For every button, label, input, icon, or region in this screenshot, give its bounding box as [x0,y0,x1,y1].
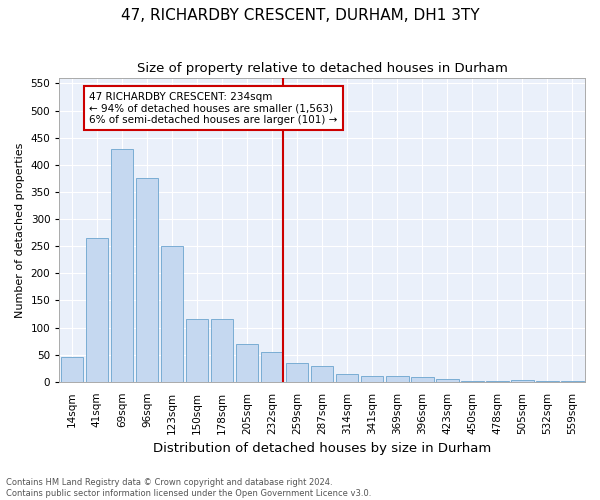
Bar [436,379,458,382]
Bar [336,374,358,382]
Bar [411,378,434,382]
Bar [236,344,259,382]
Bar [486,380,509,382]
Title: Size of property relative to detached houses in Durham: Size of property relative to detached ho… [137,62,508,76]
Bar [361,376,383,382]
Bar [286,363,308,382]
Bar [311,366,334,382]
Bar [86,238,108,382]
Bar [161,246,183,382]
Text: 47 RICHARDBY CRESCENT: 234sqm
← 94% of detached houses are smaller (1,563)
6% of: 47 RICHARDBY CRESCENT: 234sqm ← 94% of d… [89,92,338,125]
Y-axis label: Number of detached properties: Number of detached properties [15,142,25,318]
Bar [561,380,584,382]
Bar [511,380,533,382]
Bar [261,352,283,382]
Bar [386,376,409,382]
Bar [211,320,233,382]
Text: 47, RICHARDBY CRESCENT, DURHAM, DH1 3TY: 47, RICHARDBY CRESCENT, DURHAM, DH1 3TY [121,8,479,22]
Bar [186,320,208,382]
X-axis label: Distribution of detached houses by size in Durham: Distribution of detached houses by size … [153,442,491,455]
Bar [110,148,133,382]
Text: Contains HM Land Registry data © Crown copyright and database right 2024.
Contai: Contains HM Land Registry data © Crown c… [6,478,371,498]
Bar [61,358,83,382]
Bar [136,178,158,382]
